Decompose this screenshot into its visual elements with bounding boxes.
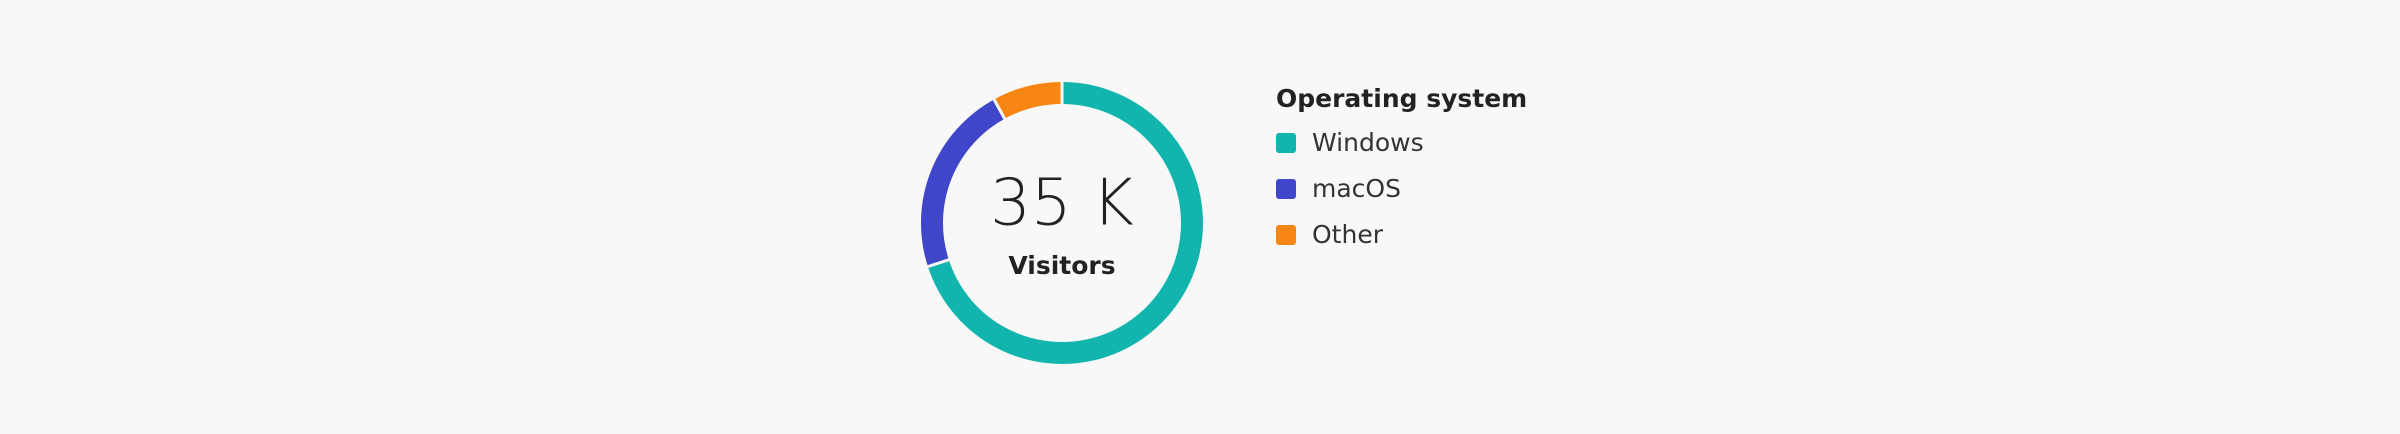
center-value: 35 K: [990, 167, 1134, 241]
segment-gap: [992, 97, 1007, 121]
legend-label: Windows: [1312, 128, 1424, 157]
legend-swatch: [1276, 179, 1296, 199]
center-label: Visitors: [1008, 251, 1115, 280]
legend-label: Other: [1312, 220, 1384, 249]
segment-gap: [926, 258, 951, 269]
donut-segment: [921, 99, 1005, 267]
legend-swatch: [1276, 225, 1296, 245]
legend-swatch: [1276, 133, 1296, 153]
legend-label: macOS: [1312, 174, 1401, 203]
donut-segment: [994, 82, 1063, 119]
donut-segment: [927, 82, 1203, 364]
legend-title: Operating system: [1276, 84, 1527, 113]
